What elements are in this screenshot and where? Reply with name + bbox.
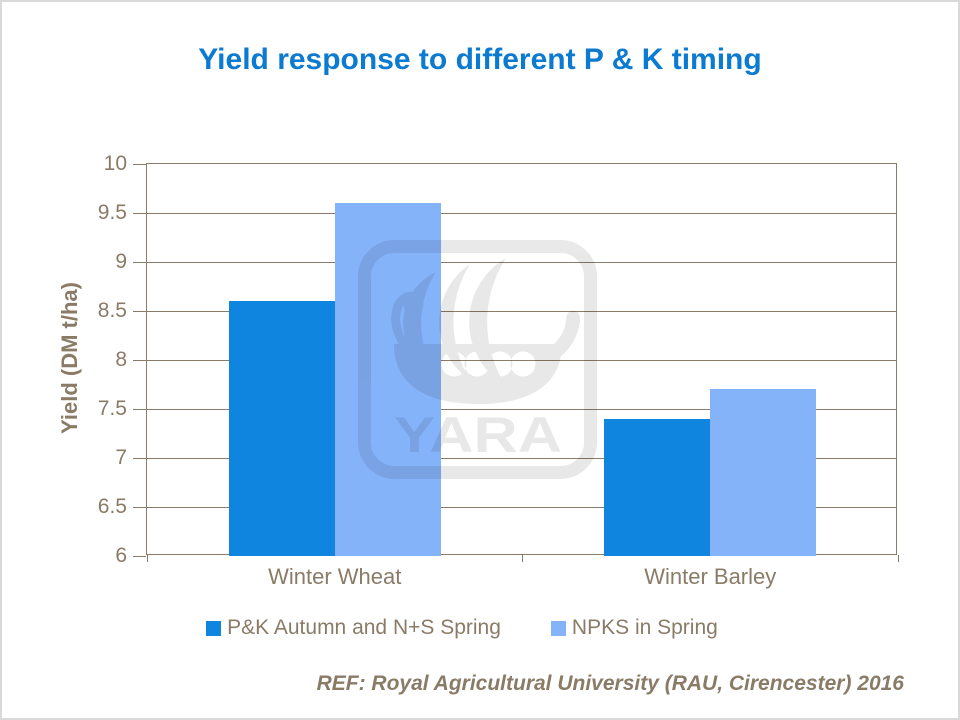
legend-swatch [206,620,222,636]
y-axis-tick [133,359,146,361]
x-axis-tick [897,555,899,562]
legend: P&K Autumn and N+S Spring NPKS in Spring [0,616,942,640]
y-axis-tick-label: 8 [115,348,127,371]
y-axis-tick-label: 7 [115,446,127,469]
x-axis-tick [522,555,523,562]
y-axis-tick [133,261,146,263]
bar-winter-wheat-series1 [228,301,335,556]
bar-winter-wheat-series2 [334,203,441,556]
y-axis-tick-label: 9.5 [97,201,127,224]
bar-winter-barley-series2 [710,389,817,556]
y-axis-tick [133,310,146,312]
x-axis-tick [146,555,148,562]
y-axis-tick-label: 6.5 [97,495,127,518]
y-axis-tick [133,506,146,508]
gridline [147,359,896,361]
plot-area: 6 6.5 7 7.5 8 8.5 9 9.5 10 Winter Wheat Winter Bar… [98,152,899,589]
legend-label: NPKS in Spring [571,616,718,639]
x-category-label: Winter Wheat [268,564,402,589]
y-axis-tick-label: 6 [115,544,127,567]
reference-text: REF: Royal Agricultural University (RAU,… [316,672,904,695]
y-axis-tick-label: 10 [103,152,127,175]
gridline [147,457,896,459]
y-axis-tick [133,163,146,165]
legend-label: P&K Autumn and N+S Spring [227,616,501,639]
y-axis-tick [133,555,146,557]
y-axis-tick [133,212,146,214]
gridline [147,261,896,263]
gridline [147,506,896,508]
y-axis-tick-label: 7.5 [97,397,127,420]
gridline [147,212,896,214]
y-axis-tick [133,457,146,459]
legend-swatch [550,620,566,636]
x-category-label: Winter Barley [644,564,777,589]
y-axis-tick-label: 9 [115,250,127,273]
gridline [147,408,896,410]
gridline [147,310,896,312]
y-axis-tick [133,408,146,410]
chart-title: Yield response to different P & K timing [198,43,762,76]
legend-item: NPKS in Spring [550,616,718,640]
legend-item: P&K Autumn and N+S Spring [206,616,501,640]
y-axis-tick-label: 8.5 [97,299,127,322]
bar-winter-barley-series1 [604,418,711,556]
